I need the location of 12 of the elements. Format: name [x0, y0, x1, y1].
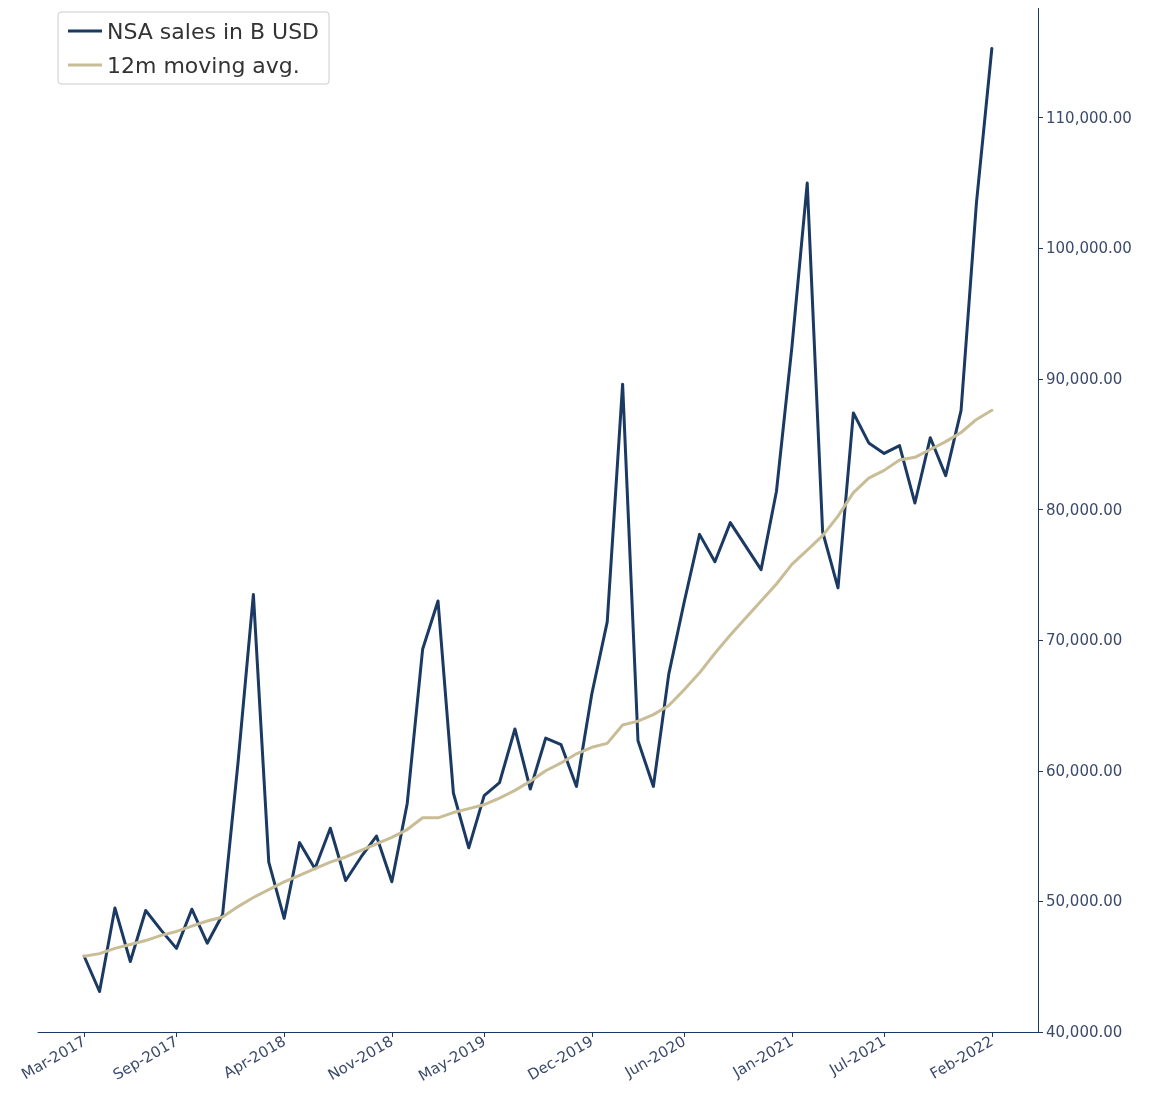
y-tick-label: 60,000.00 — [1046, 761, 1123, 780]
line-series — [82, 46, 994, 994]
y-tick-label: 70,000.00 — [1046, 631, 1123, 650]
y-tick-label: 50,000.00 — [1046, 892, 1123, 911]
y-tick-label: 40,000.00 — [1046, 1023, 1123, 1041]
legend-label: 12m moving avg. — [107, 52, 300, 78]
legend-label: NSA sales in B USD — [107, 18, 320, 44]
line-series — [82, 408, 994, 958]
y-tick-label: 100,000.00 — [1046, 239, 1132, 258]
y-tick-label: 110,000.00 — [1046, 108, 1132, 127]
y-tick-label: 80,000.00 — [1046, 500, 1123, 519]
y-tick-label: 90,000.00 — [1046, 369, 1123, 388]
